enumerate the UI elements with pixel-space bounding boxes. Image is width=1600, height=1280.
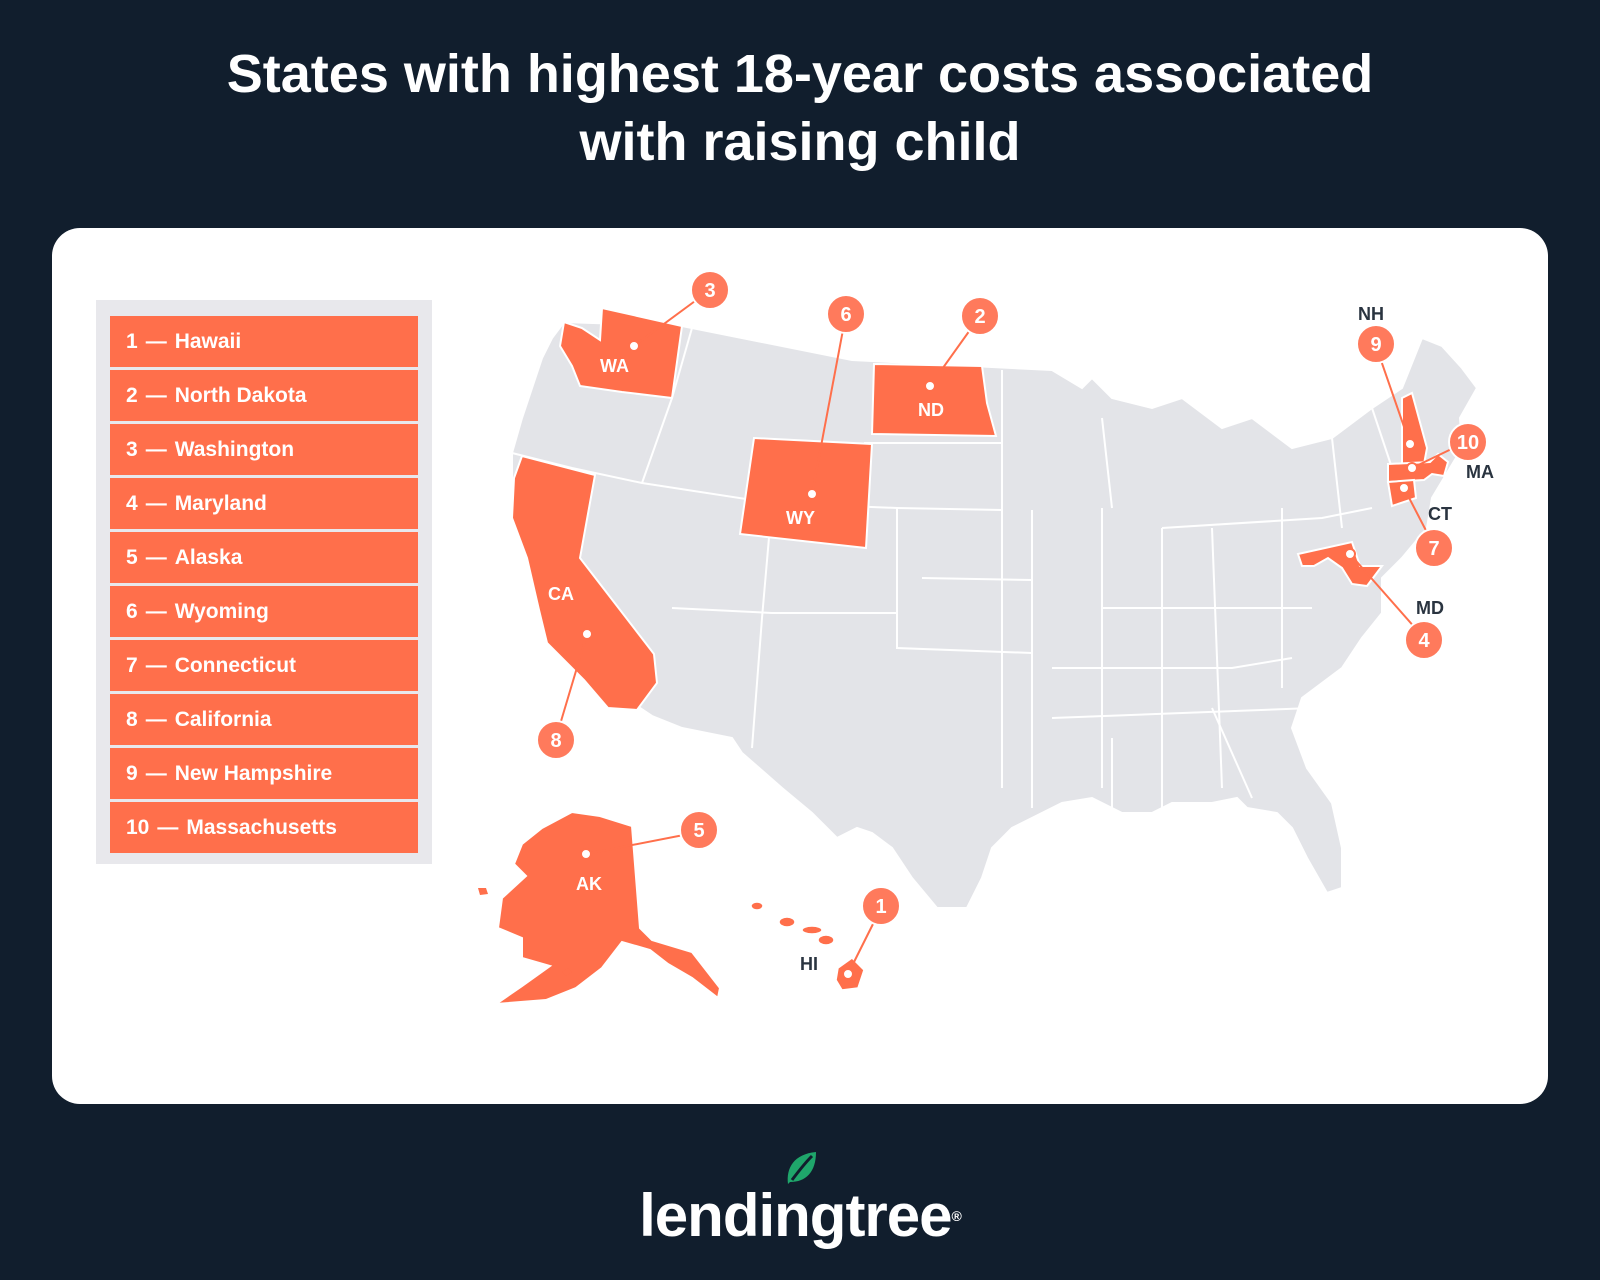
label-nd: ND xyxy=(918,400,944,420)
brand-wordmark: lendingtree® xyxy=(639,1182,962,1249)
label-ca: CA xyxy=(548,584,574,604)
state-california xyxy=(510,454,659,712)
state-alaska xyxy=(492,810,722,1006)
state-north-dakota xyxy=(870,362,998,438)
ranking-legend: 1— Hawaii 2— North Dakota 3— Washington 4— M… xyxy=(96,300,432,864)
legend-item: 1— Hawaii xyxy=(110,316,418,367)
label-ct: CT xyxy=(1428,504,1452,524)
label-hi: HI xyxy=(800,954,818,974)
state-dots xyxy=(580,340,1418,980)
legend-item: 7— Connecticut xyxy=(110,640,418,691)
callout-markers: 3 6 2 8 5 1 9 10 7 4 xyxy=(536,270,1488,926)
callout-ca: 8 xyxy=(550,730,561,752)
legend-item: 4— Maryland xyxy=(110,478,418,529)
label-ak: AK xyxy=(576,874,602,894)
title-line-1: States with highest 18-year costs associ… xyxy=(226,44,1374,104)
label-wa: WA xyxy=(600,356,629,376)
legend-item: 6— Wyoming xyxy=(110,586,418,637)
legend-item: 2— North Dakota xyxy=(110,370,418,421)
state-washington xyxy=(558,306,684,400)
legend-item: 9— New Hampshire xyxy=(110,748,418,799)
us-map: WA ND WY CA AK HI NH MA CT MD 3 6 2 8 5 … xyxy=(478,270,1494,1006)
label-md: MD xyxy=(1416,598,1444,618)
legend-item: 5— Alaska xyxy=(110,532,418,583)
callout-wa: 3 xyxy=(704,280,715,302)
brand-logo: lendingtree® xyxy=(0,1150,1600,1246)
legend-item: 8— California xyxy=(110,694,418,745)
map-card: 1— Hawaii 2— North Dakota 3— Washington 4— M… xyxy=(52,228,1548,1104)
callout-ma: 10 xyxy=(1457,432,1479,454)
state-maryland xyxy=(1296,540,1384,588)
callout-md: 4 xyxy=(1418,630,1430,652)
title-line-2: with raising child xyxy=(579,112,1021,172)
us-mainland-shape xyxy=(511,320,1479,909)
legend-item: 3— Washington xyxy=(110,424,418,475)
callout-nd: 2 xyxy=(974,306,985,328)
callout-nh: 9 xyxy=(1370,334,1381,356)
state-wyoming xyxy=(738,436,874,550)
label-wy: WY xyxy=(786,508,815,528)
label-nh: NH xyxy=(1358,304,1384,324)
label-ma: MA xyxy=(1466,462,1494,482)
legend-item: 10— Massachusetts xyxy=(110,802,418,853)
callout-hi: 1 xyxy=(875,896,886,918)
chart-title: States with highest 18-year costs associ… xyxy=(0,40,1600,176)
callout-ct: 7 xyxy=(1428,538,1439,560)
callout-wy: 6 xyxy=(840,304,851,326)
leaf-icon xyxy=(787,1152,816,1184)
callout-ak: 5 xyxy=(693,820,704,842)
